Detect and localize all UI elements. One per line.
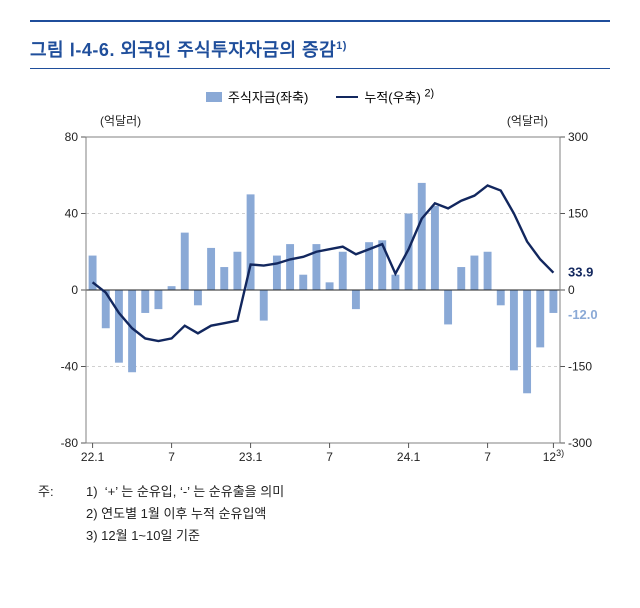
note-3: 3) 12월 1~10일 기준 xyxy=(38,525,610,547)
legend-line-text: 누적(우축) xyxy=(364,90,421,105)
legend-bar-label: 주식자금(좌축) xyxy=(228,87,308,106)
right-unit: (억달러) xyxy=(507,112,548,129)
footnotes: 주:1) ‘+’ 는 순유입, ‘-’ 는 순유출을 의미 2) 연도별 1월 … xyxy=(30,481,610,547)
svg-text:24.1: 24.1 xyxy=(397,450,421,464)
svg-text:123): 123) xyxy=(543,448,564,464)
svg-text:7: 7 xyxy=(168,450,175,464)
title-text: 그림 Ⅰ-4-6. 외국인 주식투자자금의 증감 xyxy=(30,40,336,60)
svg-text:-300: -300 xyxy=(568,436,592,450)
svg-text:300: 300 xyxy=(568,131,588,144)
chart-area: -80 -40 0 40 80 -300 -150 0 150 300 22.1 7 23.1 7 24.1… xyxy=(38,131,602,471)
note-2: 2) 연도별 1월 이후 누적 순유입액 xyxy=(38,503,610,525)
note-1-text: ‘+’ 는 순유입, ‘-’ 는 순유출을 의미 xyxy=(105,484,284,499)
svg-text:23.1: 23.1 xyxy=(239,450,263,464)
svg-text:7: 7 xyxy=(484,450,491,464)
bar-swatch xyxy=(206,92,222,102)
legend-line-label: 누적(우축) 2) xyxy=(364,87,434,106)
svg-text:0: 0 xyxy=(568,283,575,297)
svg-text:0: 0 xyxy=(71,283,78,297)
svg-text:7: 7 xyxy=(326,450,333,464)
svg-text:-40: -40 xyxy=(61,360,79,374)
svg-text:80: 80 xyxy=(65,131,79,144)
top-rule xyxy=(30,20,610,22)
note-2-text: 연도별 1월 이후 누적 순유입액 xyxy=(101,506,266,521)
line-swatch xyxy=(336,96,358,98)
legend: 주식자금(좌축) 누적(우축) 2) xyxy=(30,87,610,106)
svg-text:33.9: 33.9 xyxy=(568,265,593,280)
note-prefix: 주: xyxy=(38,481,86,503)
note-1: 주:1) ‘+’ 는 순유입, ‘-’ 는 순유출을 의미 xyxy=(38,481,610,503)
svg-text:40: 40 xyxy=(65,207,79,221)
svg-text:-80: -80 xyxy=(61,436,79,450)
chart-title: 그림 Ⅰ-4-6. 외국인 주식투자자금의 증감1) xyxy=(30,36,610,62)
title-sup: 1) xyxy=(336,40,347,52)
chart-svg: -80 -40 0 40 80 -300 -150 0 150 300 22.1 7 23.1 7 24.1… xyxy=(38,131,618,471)
note-3-text: 12월 1~10일 기준 xyxy=(101,528,200,543)
title-rule xyxy=(30,68,610,69)
left-unit: (억달러) xyxy=(100,112,141,129)
svg-text:22.1: 22.1 xyxy=(81,450,105,464)
svg-text:-12.0: -12.0 xyxy=(568,307,598,322)
legend-bar: 주식자금(좌축) xyxy=(206,87,308,106)
svg-text:150: 150 xyxy=(568,207,588,221)
legend-line-sup: 2) xyxy=(424,88,434,100)
legend-line: 누적(우축) 2) xyxy=(336,87,434,106)
axis-unit-labels: (억달러) (억달러) xyxy=(30,112,610,129)
svg-text:-150: -150 xyxy=(568,360,592,374)
